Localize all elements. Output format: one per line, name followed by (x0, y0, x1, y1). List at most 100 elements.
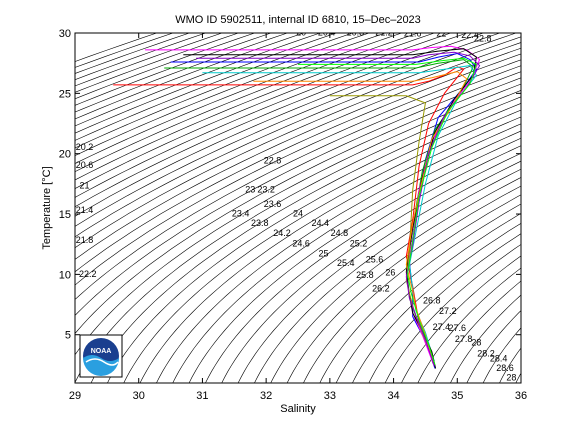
isopycnal-label: 25 (318, 248, 328, 258)
isopycnal-label: 28 (471, 338, 481, 348)
chart-title: WMO ID 5902511, internal ID 6810, 15–Dec… (175, 14, 421, 26)
isopycnal-line (75, 90, 521, 383)
x-axis-label: Salinity (280, 403, 316, 415)
isopycnal-line (75, 33, 321, 127)
isopycnal-line (384, 244, 521, 383)
isopycnal-label: 23 (245, 184, 255, 194)
x-tick-label: 29 (69, 390, 81, 402)
noaa-logo: NOAA (79, 334, 123, 378)
isopycnal-label: 25.4 (337, 258, 355, 268)
isopycnal-label: 21 (80, 181, 90, 191)
isopycnal-label: 20.4 (318, 27, 336, 37)
isopycnal-line (75, 36, 521, 238)
isopycnal-line (75, 42, 521, 249)
isopycnal-line (75, 33, 468, 198)
isopycnal-label: 22.8 (264, 155, 282, 165)
isopycnal-line (75, 77, 521, 334)
isopycnal-label: 22.2 (79, 269, 97, 279)
isopycnal-label: 20 (296, 27, 306, 37)
isopycnal-label: 27.2 (439, 306, 457, 316)
isopycnal-line (450, 294, 521, 383)
isopycnal-label: 25.6 (366, 254, 384, 264)
isopycnal-label: 24 (293, 208, 303, 218)
isopycnal-line (123, 109, 521, 383)
isopycnal-line (75, 33, 337, 134)
isopycnal-line (254, 168, 521, 383)
isopycnal-line (75, 33, 435, 181)
isopycnal-line (352, 222, 521, 383)
noaa-logo-wave-line (85, 358, 119, 366)
isopycnal-label: 22 (436, 29, 446, 39)
y-tick-label: 15 (59, 209, 71, 221)
plot-frame (74, 32, 522, 384)
y-axis-label: Temperature [°C] (41, 166, 53, 249)
y-tick-label: 25 (59, 88, 71, 100)
profile-line (298, 57, 478, 366)
isopycnal-labels: 2020.420.821.221.62222.422.820.220.62121… (76, 27, 517, 383)
isopycnal-label: 25.2 (350, 239, 368, 249)
isopycnal-line (237, 160, 521, 383)
isopycnal-line (368, 233, 521, 383)
isopycnal-label: 23.4 (232, 208, 250, 218)
isopycnal-label: 21.2 (375, 27, 393, 37)
isopycnal-line (335, 213, 521, 383)
isopycnal-label: 20.6 (76, 160, 94, 170)
isopycnal-line (75, 65, 521, 300)
isopycnal-label: 27.4 (433, 322, 451, 332)
y-tick-label: 20 (59, 149, 71, 161)
isopycnal-line (75, 59, 521, 286)
isopycnal-line (75, 33, 500, 217)
isopycnal-label: 21.4 (76, 205, 94, 215)
isopycnal-label: 28.2 (477, 348, 495, 358)
x-tick-label: 30 (133, 390, 145, 402)
profile-series (113, 45, 481, 369)
isopycnal-label: 22.8 (474, 33, 492, 43)
isopycnal-line (188, 137, 521, 383)
x-tick-label: 34 (387, 390, 399, 402)
isopycnal-line (319, 203, 521, 383)
isopycnal-label: 26.8 (423, 295, 441, 305)
isopycnal-line (75, 33, 304, 120)
isopycnal-label: 27.6 (449, 323, 467, 333)
isopycnal-line (75, 33, 255, 100)
isopycnal-label: 20.2 (76, 142, 94, 152)
isopycnal-line (75, 47, 521, 260)
isopycnal-label: 23.2 (257, 184, 275, 194)
isopycnal-label: 22.4 (461, 30, 479, 40)
y-axis-ticks: 5 10 15 20 25 30 (59, 28, 521, 342)
isopycnal-label: 24.8 (331, 228, 349, 238)
isopycnal-label: 23.6 (264, 199, 282, 209)
isopycnal-contours (75, 33, 521, 383)
isopycnal-line (75, 33, 239, 93)
x-tick-label: 35 (451, 390, 463, 402)
isopycnal-label: 28.4 (490, 353, 508, 363)
isopycnal-line (75, 33, 370, 149)
isopycnal-line (270, 177, 521, 383)
isopycnal-line (90, 96, 521, 383)
isopycnal-label: 21.6 (404, 29, 422, 39)
isopycnal-line (466, 310, 521, 383)
isopycnal-label: 25.8 (356, 270, 374, 280)
isopycnal-label: 26.2 (372, 283, 390, 293)
isopycnal-line (172, 130, 521, 383)
y-tick-label: 30 (59, 28, 71, 40)
isopycnal-label: 21.8 (76, 235, 94, 245)
y-tick-label: 5 (65, 330, 71, 342)
isopycnal-line (75, 33, 484, 208)
isopycnal-line (75, 33, 272, 106)
noaa-logo-wave (83, 355, 119, 376)
isopycnal-line (75, 33, 419, 172)
isopycnal-line (75, 83, 521, 356)
isopycnal-line (401, 255, 521, 383)
x-tick-label: 31 (196, 390, 208, 402)
x-tick-label: 32 (260, 390, 272, 402)
isopycnal-label: 24.4 (312, 218, 330, 228)
isopycnal-label: 27.8 (455, 334, 473, 344)
isopycnal-label: 28 (506, 373, 516, 383)
isopycnal-line (205, 145, 521, 383)
noaa-logo-text: NOAA (91, 348, 112, 355)
isopycnal-line (139, 116, 521, 383)
isopycnal-line (75, 33, 353, 141)
isopycnal-line (107, 103, 521, 383)
